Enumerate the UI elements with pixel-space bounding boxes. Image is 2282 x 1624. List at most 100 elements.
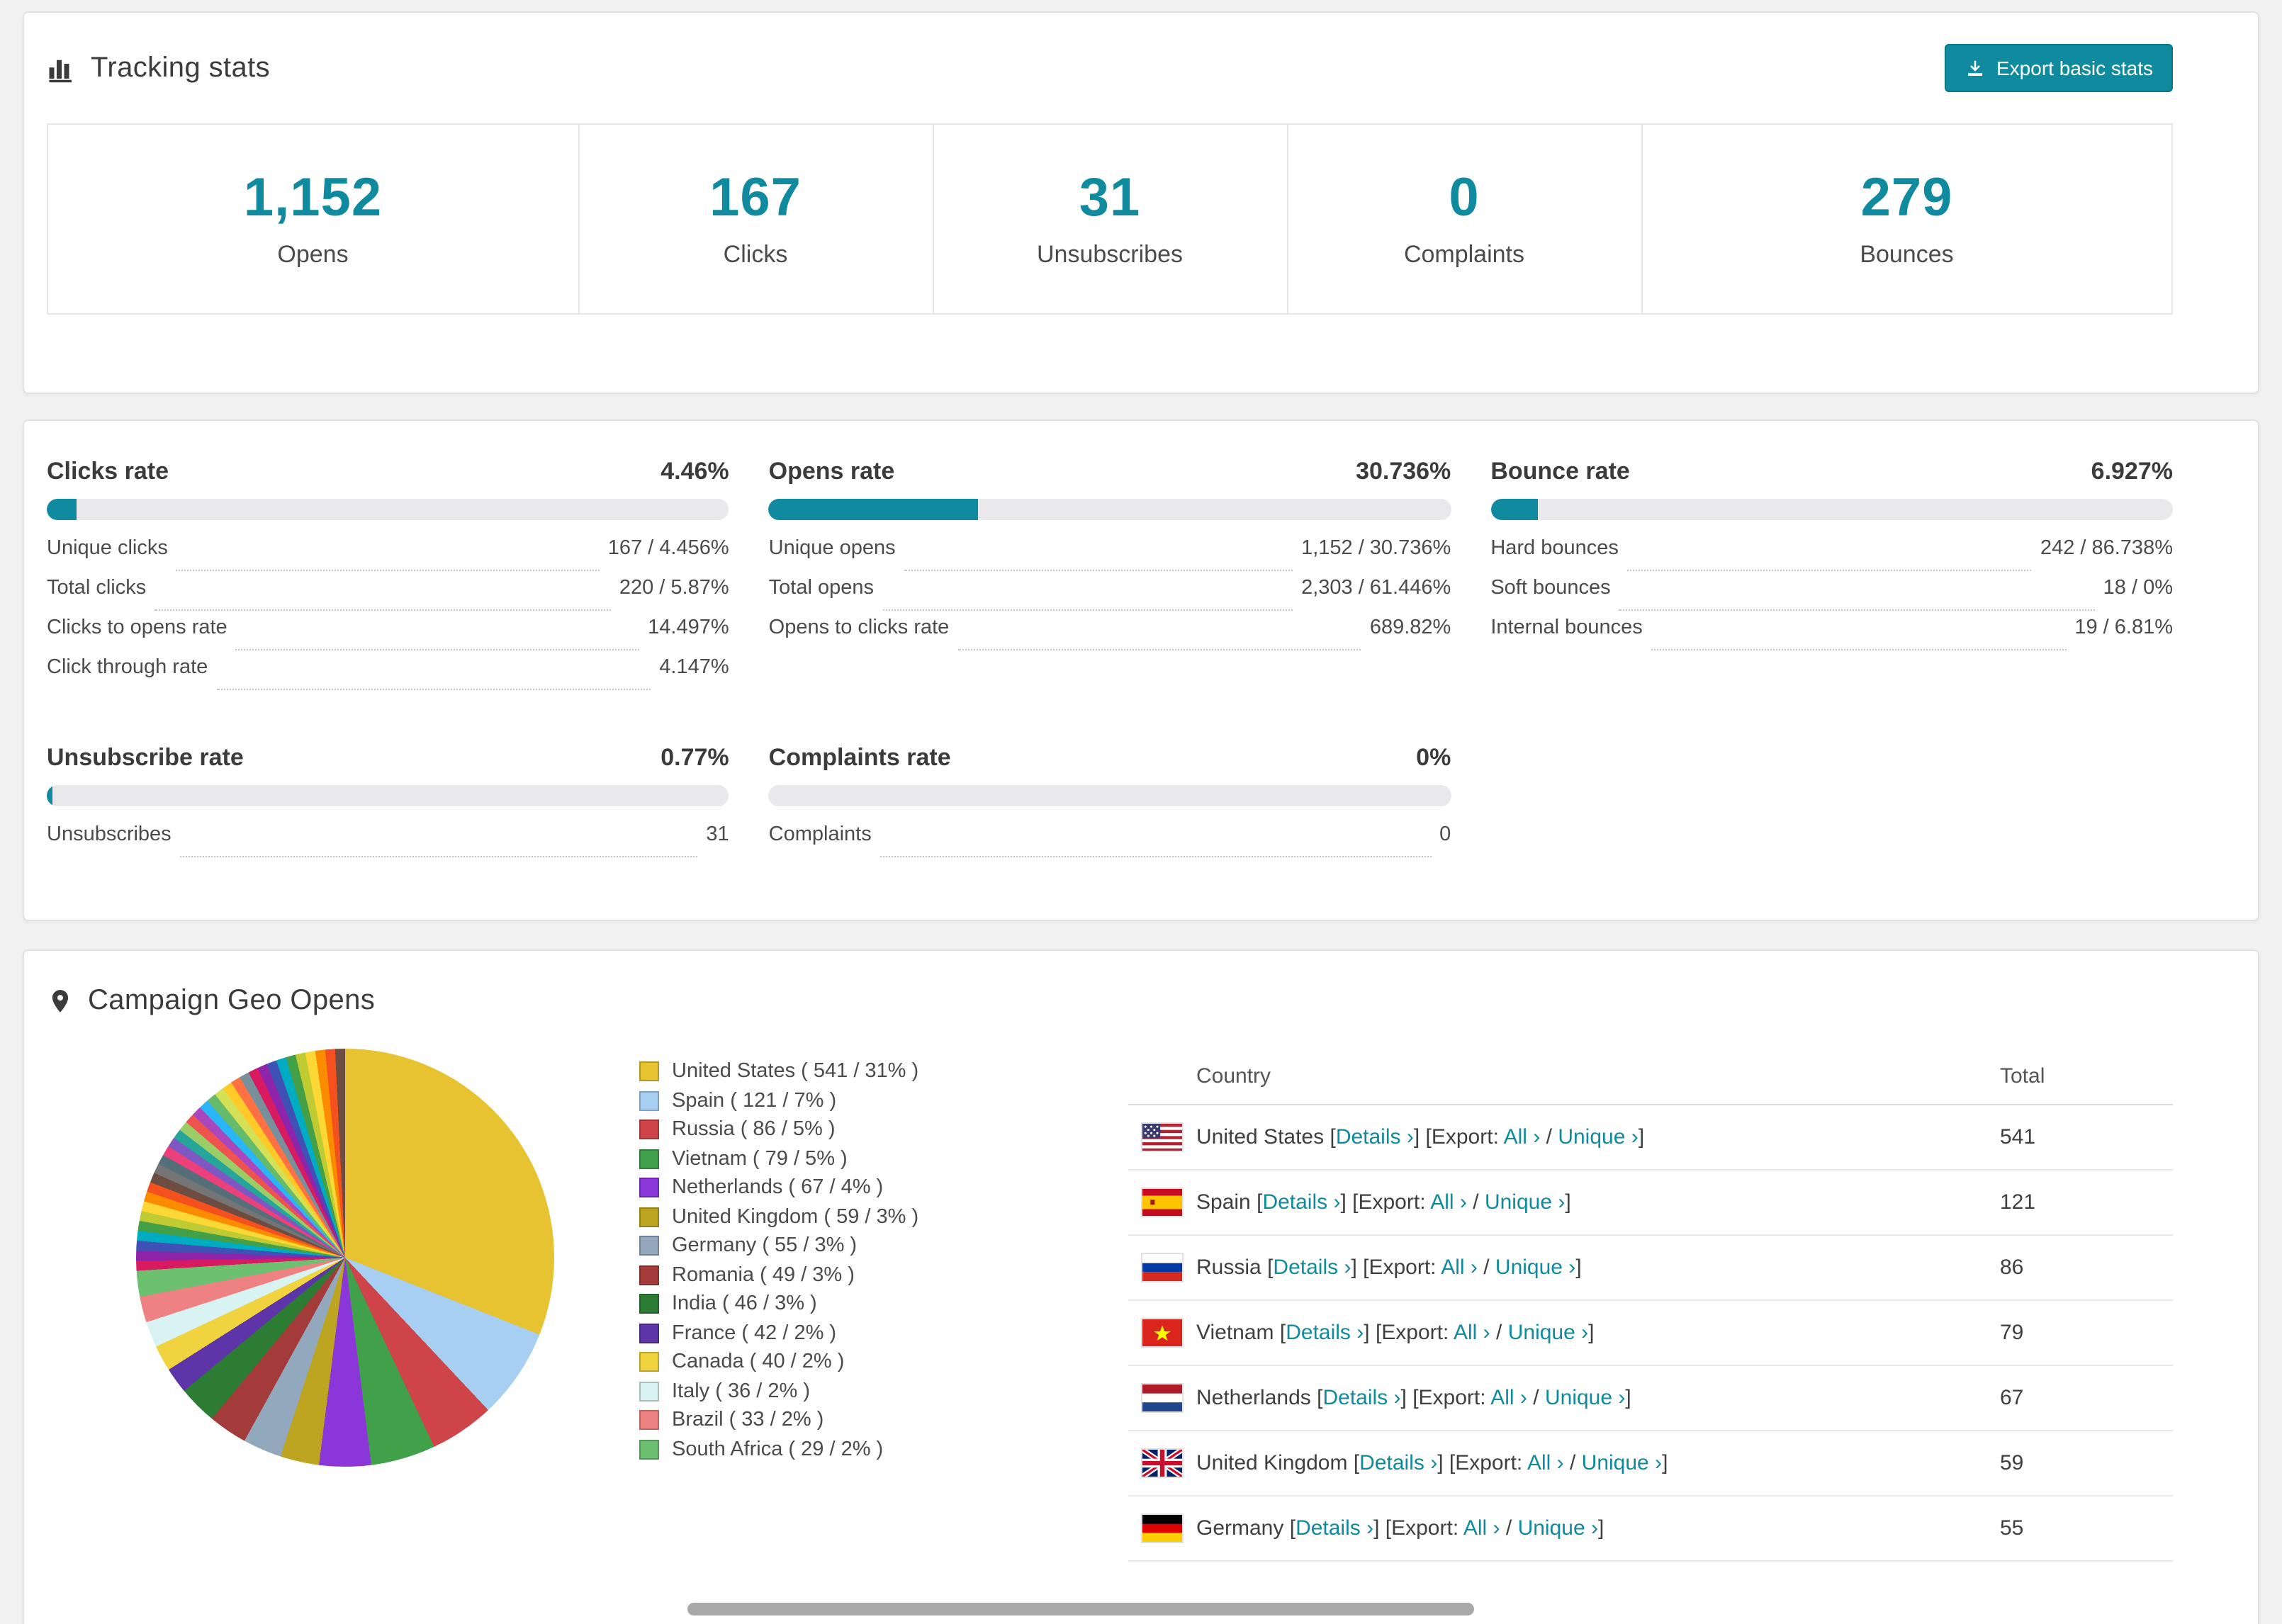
export-unique-link[interactable]: Unique › [1517, 1516, 1598, 1540]
geo-opens-title: Campaign Geo Opens [88, 985, 376, 1016]
rate-value: 30.736% [1356, 458, 1451, 485]
rate-title: Complaints rate [768, 744, 951, 771]
breakdown-value: 220 / 5.87% [619, 577, 729, 599]
rates-grid: Clicks rate 4.46% Unique clicks 167 / 4.… [47, 458, 2173, 863]
country-total: 55 [2000, 1516, 2024, 1540]
dotted-leader [235, 649, 640, 650]
export-unique-link[interactable]: Unique › [1558, 1125, 1639, 1149]
breakdown-row-unsubscribes: Unsubscribes 31 [47, 823, 729, 863]
export-all-link[interactable]: All › [1463, 1516, 1500, 1540]
export-all-link[interactable]: All › [1454, 1321, 1490, 1345]
export-all-link[interactable]: All › [1441, 1256, 1478, 1280]
export-unique-link[interactable]: Unique › [1484, 1190, 1566, 1214]
legend-item-france: France ( 42 / 2% ) [639, 1319, 1128, 1348]
breakdown-value: 31 [706, 823, 729, 846]
details-link[interactable]: Details › [1286, 1321, 1364, 1345]
legend-label: Spain ( 121 / 7% ) [672, 1089, 837, 1112]
legend-label: India ( 46 / 3% ) [672, 1292, 817, 1316]
breakdown-row-unique-clicks: Unique clicks 167 / 4.456% [47, 537, 729, 577]
geo-legend: United States ( 541 / 31% ) Spain ( 121 … [639, 1049, 1128, 1464]
dotted-leader [1626, 570, 2032, 571]
tracking-stats-title: Tracking stats [91, 52, 271, 83]
stat-box-clicks: 167 Clicks [578, 123, 933, 315]
export-all-link[interactable]: All › [1430, 1190, 1467, 1214]
geo-row-united-states: United States [Details ›] [Export: All ›… [1128, 1105, 2173, 1171]
breakdown-label: Unsubscribes [47, 823, 172, 846]
rate-title: Bounce rate [1490, 458, 1630, 485]
legend-label: France ( 42 / 2% ) [672, 1321, 837, 1345]
breakdown-label: Unique opens [768, 537, 896, 560]
dotted-leader [957, 649, 1361, 650]
stat-value-bounces: 279 [1860, 169, 1953, 228]
rate-unsubscribe-rate: Unsubscribe rate 0.77% Unsubscribes 31 [47, 744, 729, 863]
legend-swatch [639, 1207, 659, 1227]
legend-label: Netherlands ( 67 / 4% ) [672, 1176, 884, 1200]
dotted-leader [1651, 649, 2067, 650]
rate-complaints-rate: Complaints rate 0% Complaints 0 [768, 744, 1451, 863]
legend-label: Russia ( 86 / 5% ) [672, 1118, 836, 1141]
details-link[interactable]: Details › [1322, 1386, 1401, 1410]
geo-pie-wrap [47, 1049, 639, 1467]
rate-progress-fill [47, 785, 52, 806]
geo-row-spain: Spain [Details ›] [Export: All › / Uniqu… [1128, 1171, 2173, 1236]
export-all-link[interactable]: All › [1503, 1125, 1541, 1149]
breakdown-row-total-opens: Total opens 2,303 / 61.446% [769, 577, 1451, 616]
flag-de-icon [1142, 1515, 1182, 1542]
details-link[interactable]: Details › [1359, 1451, 1438, 1475]
rate-progress-fill [1490, 499, 1538, 520]
breakdown-label: Complaints [768, 823, 872, 846]
rate-title: Unsubscribe rate [47, 744, 244, 771]
legend-item-vietnam: Vietnam ( 79 / 5% ) [639, 1144, 1128, 1173]
rate-progress-fill [47, 499, 77, 520]
legend-swatch [639, 1178, 659, 1198]
rate-value: 0.77% [661, 744, 729, 771]
legend-label: Romania ( 49 / 3% ) [672, 1263, 855, 1287]
export-unique-link[interactable]: Unique › [1544, 1386, 1626, 1410]
legend-item-netherlands: Netherlands ( 67 / 4% ) [639, 1173, 1128, 1202]
export-unique-link[interactable]: Unique › [1581, 1451, 1663, 1475]
legend-label: United Kingdom ( 59 / 3% ) [672, 1205, 919, 1229]
stat-label-complaints: Complaints [1403, 241, 1525, 268]
dotted-leader [882, 609, 1293, 611]
flag-vn-icon [1142, 1319, 1182, 1346]
breakdown-value: 18 / 0% [2103, 577, 2173, 599]
legend-item-romania: Romania ( 49 / 3% ) [639, 1261, 1128, 1290]
rate-progress-fill [768, 499, 979, 520]
rate-progress-bar [1490, 499, 2173, 520]
horizontal-scrollbar[interactable] [687, 1603, 1474, 1615]
export-unique-link[interactable]: Unique › [1507, 1321, 1589, 1345]
flag-gb-icon [1142, 1450, 1182, 1477]
rate-progress-bar [768, 499, 1451, 520]
details-link[interactable]: Details › [1273, 1256, 1351, 1280]
export-unique-link[interactable]: Unique › [1495, 1256, 1576, 1280]
rate-value: 4.46% [661, 458, 729, 485]
legend-label: South Africa ( 29 / 2% ) [672, 1438, 884, 1461]
breakdown-label: Opens to clicks rate [768, 616, 950, 639]
details-link[interactable]: Details › [1295, 1516, 1374, 1540]
rate-title: Clicks rate [47, 458, 169, 485]
geo-pie-chart[interactable] [136, 1049, 554, 1467]
dotted-leader [879, 856, 1432, 857]
details-link[interactable]: Details › [1335, 1125, 1414, 1149]
country-total: 59 [2000, 1451, 2024, 1475]
legend-label: Canada ( 40 / 2% ) [672, 1350, 845, 1374]
geo-row-netherlands: Netherlands [Details ›] [Export: All › /… [1128, 1366, 2173, 1431]
breakdown-row-complaints: Complaints 0 [769, 823, 1451, 863]
stat-value-unsubscribes: 31 [1079, 169, 1141, 228]
breakdown-value: 1,152 / 30.736% [1301, 537, 1451, 560]
legend-swatch [639, 1381, 659, 1402]
details-link[interactable]: Details › [1262, 1190, 1341, 1214]
breakdown-row-opens-to-clicks-rate: Opens to clicks rate 689.82% [769, 616, 1451, 656]
breakdown-row-hard-bounces: Hard bounces 242 / 86.738% [1490, 537, 2173, 577]
stat-label-opens: Opens [277, 241, 349, 268]
export-basic-stats-button[interactable]: Export basic stats [1944, 44, 2173, 92]
export-all-link[interactable]: All › [1490, 1386, 1527, 1410]
legend-item-india: India ( 46 / 3% ) [639, 1290, 1128, 1319]
total-column-header: Total [2000, 1064, 2045, 1088]
legend-label: Italy ( 36 / 2% ) [672, 1380, 811, 1403]
export-button-label: Export basic stats [1996, 57, 2153, 79]
legend-swatch [639, 1061, 659, 1082]
export-all-link[interactable]: All › [1527, 1451, 1564, 1475]
stat-box-bounces: 279 Bounces [1641, 123, 2173, 315]
breakdown-row-internal-bounces: Internal bounces 19 / 6.81% [1490, 616, 2173, 656]
